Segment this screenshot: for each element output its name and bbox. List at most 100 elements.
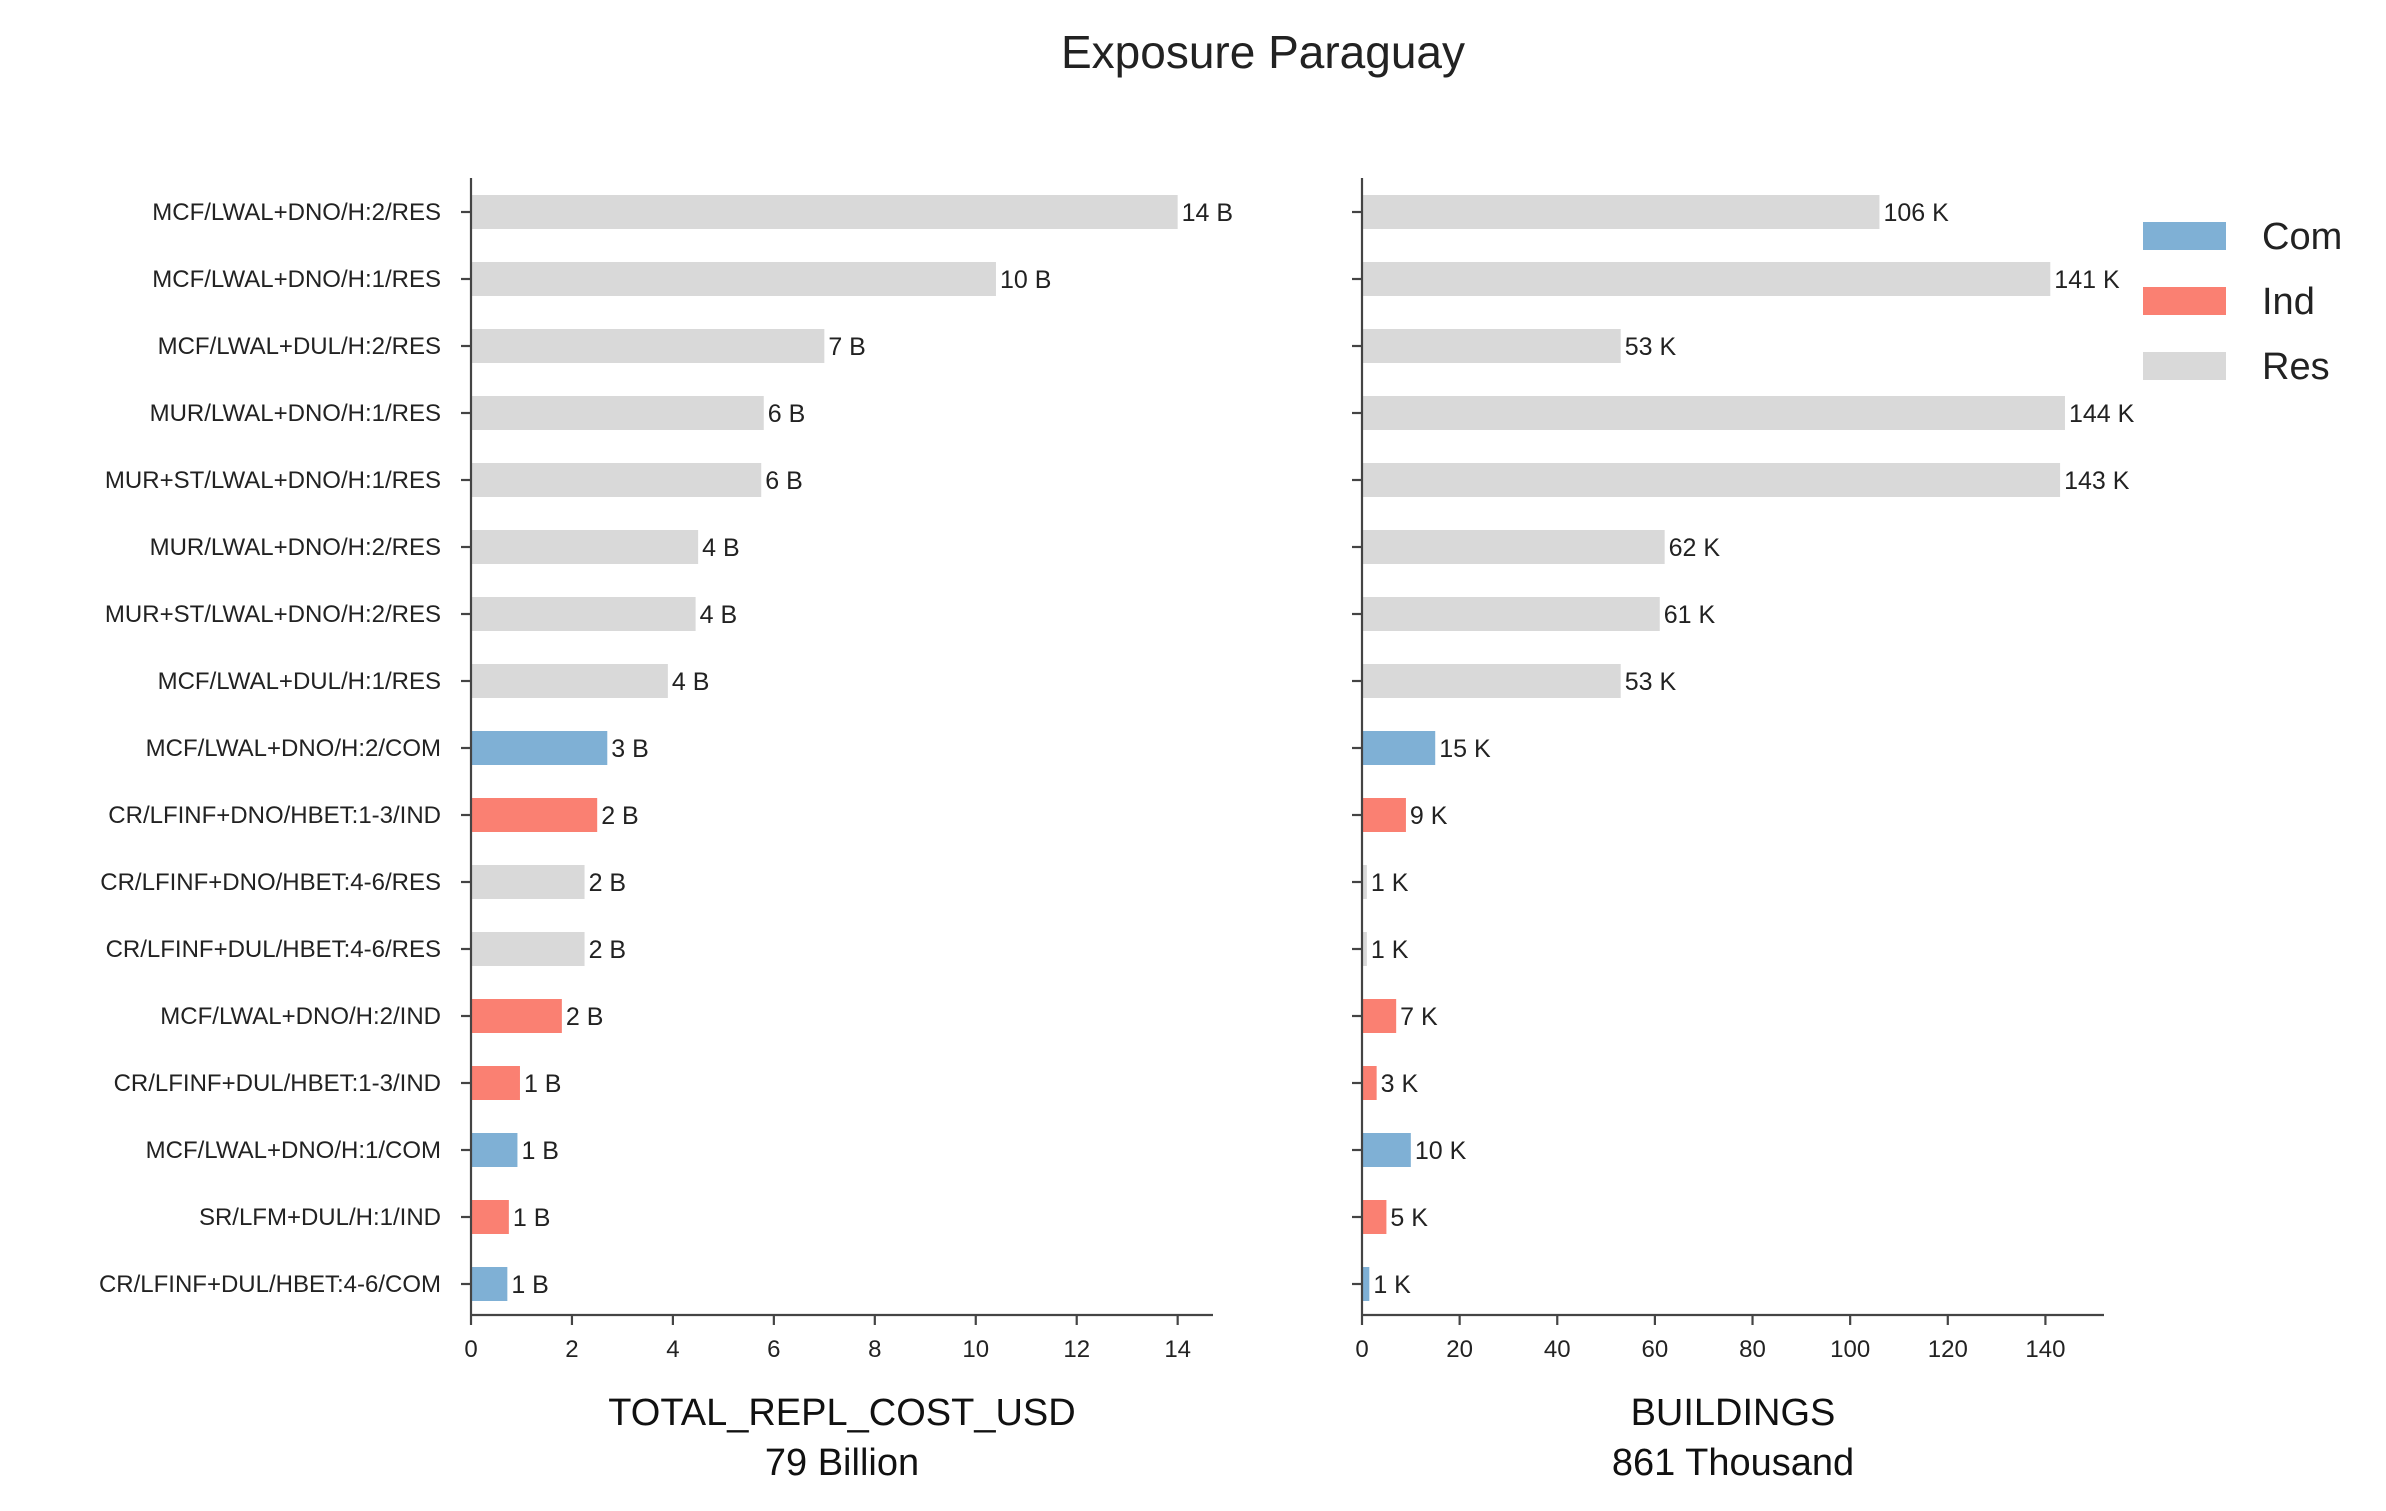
x-tick-label: 12 [1063,1336,1090,1363]
bar [1362,262,2051,296]
bar [471,396,764,430]
data-label: 7 K [1400,1003,1438,1031]
bar [471,463,762,497]
bar [1362,1066,1377,1100]
x-tick-label: 60 [1642,1336,1669,1363]
x-tick-label: 0 [1355,1336,1368,1363]
x-axis-subtitle: 861 Thousand [1612,1442,1854,1484]
data-label: 62 K [1669,534,1721,562]
data-label: 3 K [1381,1070,1419,1098]
bar [471,664,668,698]
data-label: 1 B [511,1271,549,1299]
category-label: CR/LFINF+DNO/HBET:4-6/RES [100,869,441,896]
bar [471,195,1178,229]
bar [1362,798,1406,832]
x-tick-label: 2 [565,1336,578,1363]
data-label: 1 B [524,1070,562,1098]
x-tick-label: 100 [1830,1336,1870,1363]
category-label: MUR/LWAL+DNO/H:2/RES [150,534,441,561]
bar [471,262,996,296]
bar [1362,664,1621,698]
x-tick-label: 14 [1164,1336,1191,1363]
bar [471,1066,520,1100]
category-label: MCF/LWAL+DUL/H:1/RES [158,668,441,695]
bar [471,932,585,966]
x-tick-label: 80 [1739,1336,1766,1363]
data-label: 1 K [1371,869,1409,897]
bar [471,329,825,363]
x-tick-label: 140 [2025,1336,2065,1363]
category-label: CR/LFINF+DUL/HBET:4-6/COM [99,1271,441,1298]
data-label: 4 B [672,668,710,696]
data-label: 1 B [513,1204,551,1232]
bar [471,530,699,564]
data-label: 1 K [1373,1271,1411,1299]
bar [1362,463,2061,497]
chart-title: Exposure Paraguay [1061,26,1465,78]
bar [1362,396,2065,430]
bar [1362,597,1660,631]
data-label: 2 B [566,1003,604,1031]
data-label: 2 B [589,936,627,964]
bar [471,798,598,832]
legend-swatch-com [2143,222,2226,250]
bar [1362,329,1621,363]
x-axis-title: TOTAL_REPL_COST_USD [608,1392,1075,1434]
x-tick-label: 6 [767,1336,780,1363]
data-label: 10 K [1415,1137,1467,1165]
bar [471,1200,509,1234]
x-axis-title: BUILDINGS [1631,1392,1836,1434]
data-label: 7 B [828,333,866,361]
x-tick-label: 120 [1928,1336,1968,1363]
bar [471,999,562,1033]
category-label: MCF/LWAL+DUL/H:2/RES [158,333,441,360]
legend: Com Ind Res [2143,216,2342,388]
bar [1362,1267,1370,1301]
data-label: 6 B [768,400,806,428]
bar [471,597,696,631]
data-label: 106 K [1883,199,1949,227]
category-label: CR/LFINF+DNO/HBET:1-3/IND [108,802,441,829]
bar [1362,195,1880,229]
data-label: 3 B [611,735,649,763]
x-tick-label: 4 [666,1336,679,1363]
category-label: MUR+ST/LWAL+DNO/H:1/RES [105,467,441,494]
x-tick-label: 0 [464,1336,477,1363]
bar [1362,731,1436,765]
legend-swatch-res [2143,352,2226,380]
data-label: 2 B [589,869,627,897]
bar [471,865,585,899]
bar [471,731,608,765]
category-label: CR/LFINF+DUL/HBET:4-6/RES [106,936,441,963]
data-label: 4 B [702,534,740,562]
data-label: 53 K [1625,668,1677,696]
category-label: MCF/LWAL+DNO/H:2/IND [160,1003,441,1030]
bar [1362,932,1367,966]
category-label: MUR/LWAL+DNO/H:1/RES [150,400,441,427]
data-label: 10 B [1000,266,1051,294]
data-label: 2 B [601,802,639,830]
legend-label-com: Com [2262,216,2342,258]
category-label: MCF/LWAL+DNO/H:1/RES [152,266,441,293]
chart-panel-1: 14 B MCF/LWAL+DNO/H:2/RES 10 B MCF/LWAL+DNO… [99,178,1233,1484]
data-label: 1 K [1371,936,1409,964]
data-label: 15 K [1439,735,1491,763]
category-label: MCF/LWAL+DNO/H:2/COM [146,735,441,762]
bar [1362,865,1367,899]
category-label: CR/LFINF+DUL/HBET:1-3/IND [114,1070,441,1097]
legend-label-res: Res [2262,346,2330,388]
data-label: 6 B [765,467,803,495]
data-label: 14 B [1182,199,1233,227]
x-axis-subtitle: 79 Billion [765,1442,919,1484]
chart-panel-2: 106 K 141 K 53 K 144 K 143 K 62 K 61 K 53 K 15 K… [1352,178,2135,1484]
x-tick-label: 40 [1544,1336,1571,1363]
legend-swatch-ind [2143,287,2226,315]
category-label: MCF/LWAL+DNO/H:2/RES [152,199,441,226]
data-label: 1 B [521,1137,559,1165]
category-label: MCF/LWAL+DNO/H:1/COM [146,1137,441,1164]
legend-label-ind: Ind [2262,281,2315,323]
data-label: 5 K [1390,1204,1428,1232]
bar [1362,999,1397,1033]
category-label: MUR+ST/LWAL+DNO/H:2/RES [105,601,441,628]
